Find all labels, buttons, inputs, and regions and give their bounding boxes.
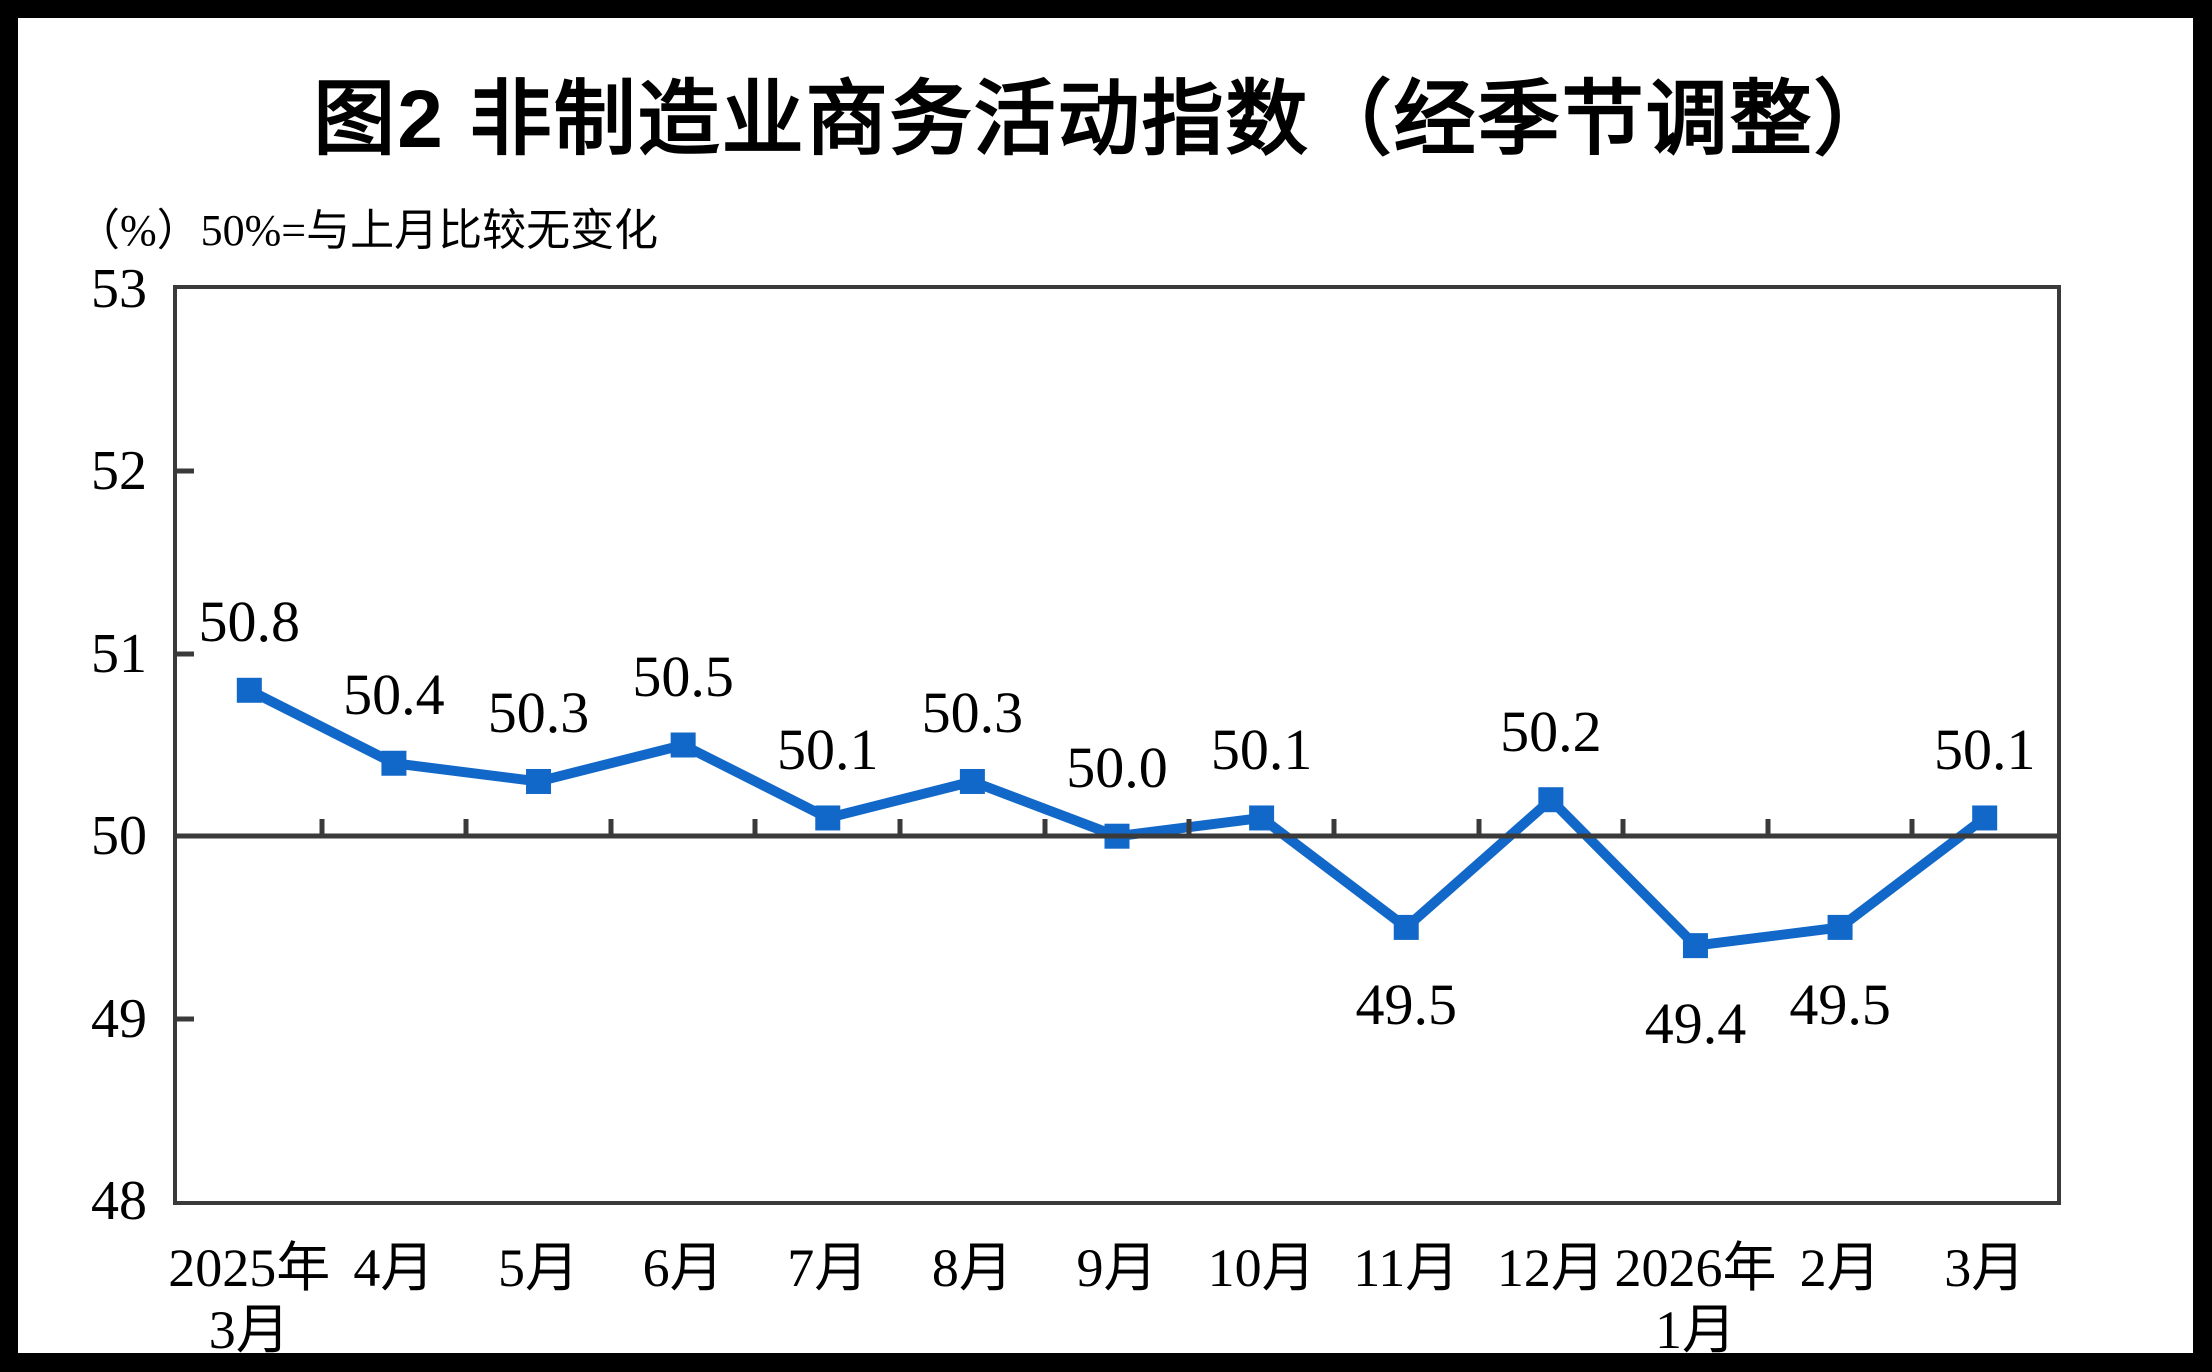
y-axis-tick-label: 52 <box>91 440 147 503</box>
x-axis-tick-label-line: 5月 <box>498 1238 580 1298</box>
x-axis-tick-mark <box>752 819 758 837</box>
data-point-label: 50.3 <box>487 680 590 746</box>
x-axis-tick-label-line: 1月 <box>1654 1300 1736 1360</box>
x-axis-tick-mark <box>1620 819 1626 837</box>
x-axis-tick-label: 5月 <box>498 1237 579 1299</box>
x-axis-tick-mark <box>897 819 903 837</box>
data-point-marker <box>959 768 985 794</box>
data-point-label: 50.4 <box>343 662 445 728</box>
y-axis-tick-label: 53 <box>91 258 147 320</box>
data-point-marker <box>381 750 407 776</box>
data-point-label: 50.5 <box>632 644 734 709</box>
data-point-marker <box>526 768 552 794</box>
data-point-marker <box>236 677 262 703</box>
data-point-marker <box>815 805 841 831</box>
x-axis-tick-mark <box>319 819 325 837</box>
x-axis-tick-label-line: 6月 <box>642 1238 724 1298</box>
chart-canvas: 图2 非制造业商务活动指数（经季节调整） （%）50%=与上月比较无变化 53 5… <box>18 18 2193 1360</box>
data-point-label: 49.4 <box>1644 990 1747 1056</box>
x-axis-tick-mark <box>463 819 469 837</box>
x-axis-tick-label-line: 12月 <box>1496 1238 1605 1298</box>
data-point-label: 50.3 <box>921 680 1024 746</box>
x-axis-tick-label-line: 8月 <box>931 1238 1013 1298</box>
x-axis-tick-label-line: 9月 <box>1076 1238 1158 1298</box>
y-axis-tick-mark <box>177 1016 194 1022</box>
x-axis-tick-mark <box>1331 819 1337 837</box>
data-point-label: 50.1 <box>1933 716 2036 782</box>
x-axis-tick-label: 2025年 3月 <box>168 1237 330 1361</box>
data-point-marker <box>1972 805 1998 831</box>
x-axis-tick-label-line: 11月 <box>1353 1238 1460 1298</box>
x-axis-tick-label: 12月 <box>1497 1237 1605 1299</box>
y-axis-tick-label: 50 <box>91 805 147 868</box>
x-axis-tick-label-line: 3月 <box>208 1300 290 1360</box>
x-axis-tick-label: 2026年 1月 <box>1614 1237 1776 1361</box>
data-point-label: 50.0 <box>1066 735 1168 801</box>
x-axis-tick-label: 3月 <box>1944 1237 2025 1299</box>
y-axis-tick-label: 49 <box>91 987 147 1050</box>
x-axis-tick-label-line: 10月 <box>1207 1238 1316 1298</box>
data-point-label: 50.8 <box>198 589 301 655</box>
x-axis-tick-label: 2月 <box>1800 1237 1881 1299</box>
x-axis-tick-label-line: 7月 <box>787 1238 869 1298</box>
data-point-marker <box>1393 914 1419 940</box>
y-axis-tick-mark <box>177 651 194 657</box>
chart-title: 图2 非制造业商务活动指数（经季节调整） <box>313 74 1898 165</box>
x-axis-tick-label-line: 2月 <box>1799 1238 1881 1298</box>
x-axis-tick-label: 7月 <box>787 1237 868 1299</box>
x-axis-tick-mark <box>1765 819 1771 837</box>
y-axis-tick-mark <box>177 468 194 474</box>
data-point-marker <box>1827 914 1853 940</box>
x-axis-tick-label: 8月 <box>932 1237 1013 1299</box>
x-axis-tick-label-line: 4月 <box>353 1238 435 1298</box>
y-axis-tick-label: 51 <box>91 622 147 685</box>
y-axis-tick-label: 48 <box>91 1170 147 1232</box>
data-point-label: 50.1 <box>1210 716 1313 782</box>
axis-unit-note: （%）50%=与上月比较无变化 <box>76 206 659 255</box>
plot-area: 53 52 51 50 49 48 50.8 50.4 50.3 50.5 50.1 50.3 50.0… <box>91 261 2061 1360</box>
x-axis-tick-label: 4月 <box>353 1237 434 1299</box>
x-axis-tick-mark <box>1909 819 1915 837</box>
data-point-label: 49.5 <box>1789 972 1891 1038</box>
data-point-marker <box>1249 805 1275 831</box>
x-axis-tick-label: 10月 <box>1208 1237 1316 1299</box>
data-point-marker <box>1538 787 1564 813</box>
x-axis-tick-label: 6月 <box>643 1237 724 1299</box>
data-point-marker <box>1682 933 1708 959</box>
x-axis-tick-label-line: 2026年 <box>1614 1238 1777 1298</box>
x-axis-tick-mark <box>1476 819 1482 837</box>
data-point-marker <box>670 732 696 758</box>
data-point-label: 50.1 <box>777 716 879 782</box>
x-axis-tick-label: 9月 <box>1077 1237 1158 1299</box>
x-axis-tick-label: 11月 <box>1353 1237 1459 1299</box>
x-axis-tick-label-line: 2025年 <box>168 1238 331 1298</box>
x-axis-tick-label-line: 3月 <box>1944 1238 2026 1298</box>
x-axis-tick-mark <box>1042 819 1048 837</box>
data-point-label: 49.5 <box>1355 972 1457 1038</box>
x-axis-tick-mark <box>1186 819 1192 837</box>
reference-line-50 <box>177 833 2057 839</box>
x-axis-tick-mark <box>608 819 614 837</box>
data-point-label: 50.2 <box>1500 698 1602 764</box>
